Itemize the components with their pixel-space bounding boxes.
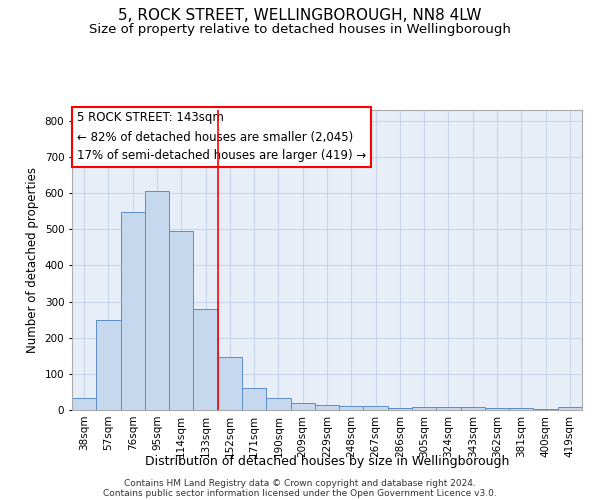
Bar [388,408,412,410]
Bar [96,320,121,410]
Bar [169,231,193,410]
Text: Size of property relative to detached houses in Wellingborough: Size of property relative to detached ho… [89,22,511,36]
Bar [558,408,582,410]
Bar [364,406,388,410]
Bar [339,406,364,410]
Bar [121,212,145,410]
Bar [509,408,533,410]
Bar [315,404,339,410]
Y-axis label: Number of detached properties: Number of detached properties [26,167,39,353]
Bar [242,388,266,410]
Text: 5 ROCK STREET: 143sqm
← 82% of detached houses are smaller (2,045)
17% of semi-d: 5 ROCK STREET: 143sqm ← 82% of detached … [77,112,367,162]
Bar [193,309,218,410]
Bar [412,407,436,410]
Bar [145,192,169,410]
Bar [461,408,485,410]
Text: Contains public sector information licensed under the Open Government Licence v3: Contains public sector information licen… [103,488,497,498]
Bar [485,408,509,410]
Bar [266,398,290,410]
Text: Distribution of detached houses by size in Wellingborough: Distribution of detached houses by size … [145,455,509,468]
Bar [290,403,315,410]
Text: Contains HM Land Registry data © Crown copyright and database right 2024.: Contains HM Land Registry data © Crown c… [124,478,476,488]
Bar [72,398,96,410]
Bar [218,356,242,410]
Text: 5, ROCK STREET, WELLINGBOROUGH, NN8 4LW: 5, ROCK STREET, WELLINGBOROUGH, NN8 4LW [118,8,482,22]
Bar [436,407,461,410]
